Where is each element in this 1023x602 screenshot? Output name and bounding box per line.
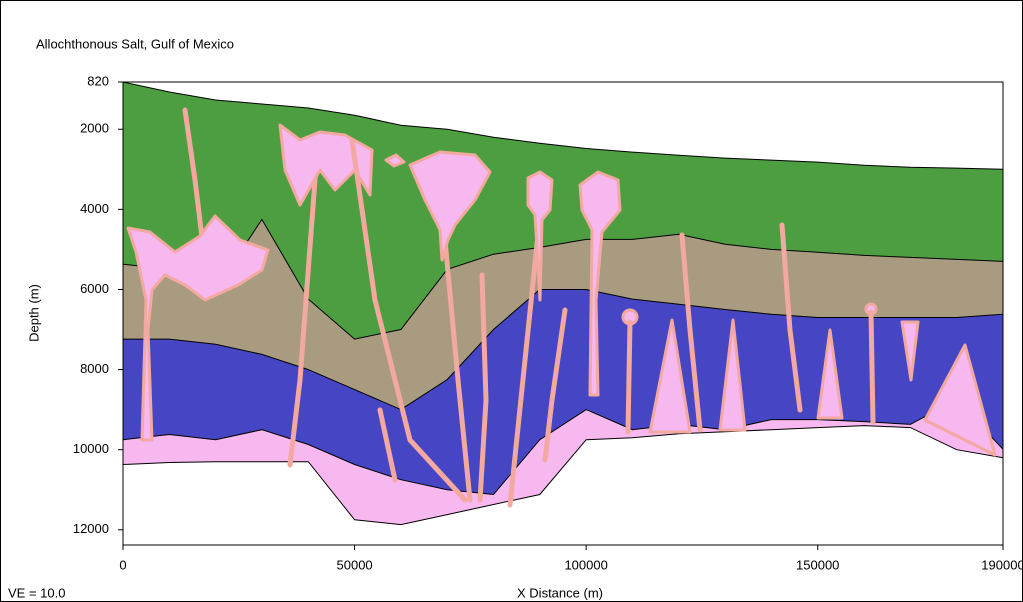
salt-bodies [126, 107, 997, 508]
y-tick-label: 6000 [80, 281, 109, 296]
y-tick-label: 2000 [80, 121, 109, 136]
x-tick-label: 0 [119, 557, 126, 572]
salt-stem [542, 307, 568, 463]
y-tick-label: 8000 [80, 361, 109, 376]
salt-cone [648, 318, 692, 434]
salt-stem [349, 137, 468, 503]
salt-cone [923, 343, 997, 457]
axes: 820 2000 4000 6000 8000 10000 12000 0 50000 10000… [73, 73, 1023, 572]
salt-stem [625, 319, 633, 435]
x-tick-label: 150000 [796, 557, 839, 572]
salt-stem [507, 212, 543, 508]
y-tick-label: 10000 [73, 441, 109, 456]
layer-fill [123, 425, 1003, 545]
x-axis-label: X Distance (m) [517, 585, 603, 600]
y-axis-label: Depth (m) [26, 284, 41, 342]
x-tick-label: 100000 [564, 557, 607, 572]
salt-stem [377, 407, 398, 483]
x-tick-label: 50000 [337, 557, 373, 572]
salt-mushroom [408, 150, 492, 262]
horizon-line [122, 425, 1004, 526]
y-tick-label: 4000 [80, 201, 109, 216]
salt-stem [679, 232, 703, 433]
salt-stem [868, 309, 876, 425]
salt-canopy [278, 123, 374, 207]
salt-pod [384, 153, 406, 168]
salt-stem [287, 137, 321, 468]
salt-canopy [126, 214, 270, 442]
y-tick-label: 820 [87, 73, 109, 88]
salt-diapir [526, 170, 554, 302]
horizon-line [122, 218, 1004, 340]
chart-title: Allochthonous Salt, Gulf of Mexico [36, 36, 234, 51]
horizon-line [122, 398, 1004, 496]
salt-diapir [578, 170, 622, 397]
horizon-line [123, 289, 1004, 411]
salt-cone [900, 320, 920, 382]
annotation: VE = 10.0 [8, 585, 65, 600]
y-tick-label: 12000 [73, 521, 109, 536]
salt-cone [718, 318, 747, 432]
salt-stem [442, 237, 473, 503]
horizon-line [122, 81, 1004, 170]
salt-stem [779, 222, 803, 413]
salt-stem [477, 272, 489, 503]
salt-cone [816, 328, 844, 420]
plot-frame [122, 81, 1004, 546]
x-tick-label: 190000 [981, 557, 1023, 572]
